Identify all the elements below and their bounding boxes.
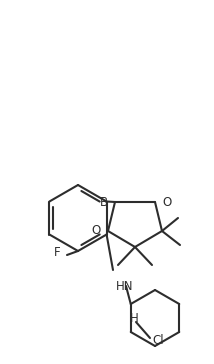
- Text: O: O: [162, 195, 171, 209]
- Text: O: O: [92, 225, 101, 237]
- Text: Cl: Cl: [152, 335, 164, 348]
- Text: H: H: [130, 312, 138, 324]
- Text: F: F: [54, 246, 61, 260]
- Text: HN: HN: [116, 280, 134, 293]
- Text: B: B: [100, 195, 108, 209]
